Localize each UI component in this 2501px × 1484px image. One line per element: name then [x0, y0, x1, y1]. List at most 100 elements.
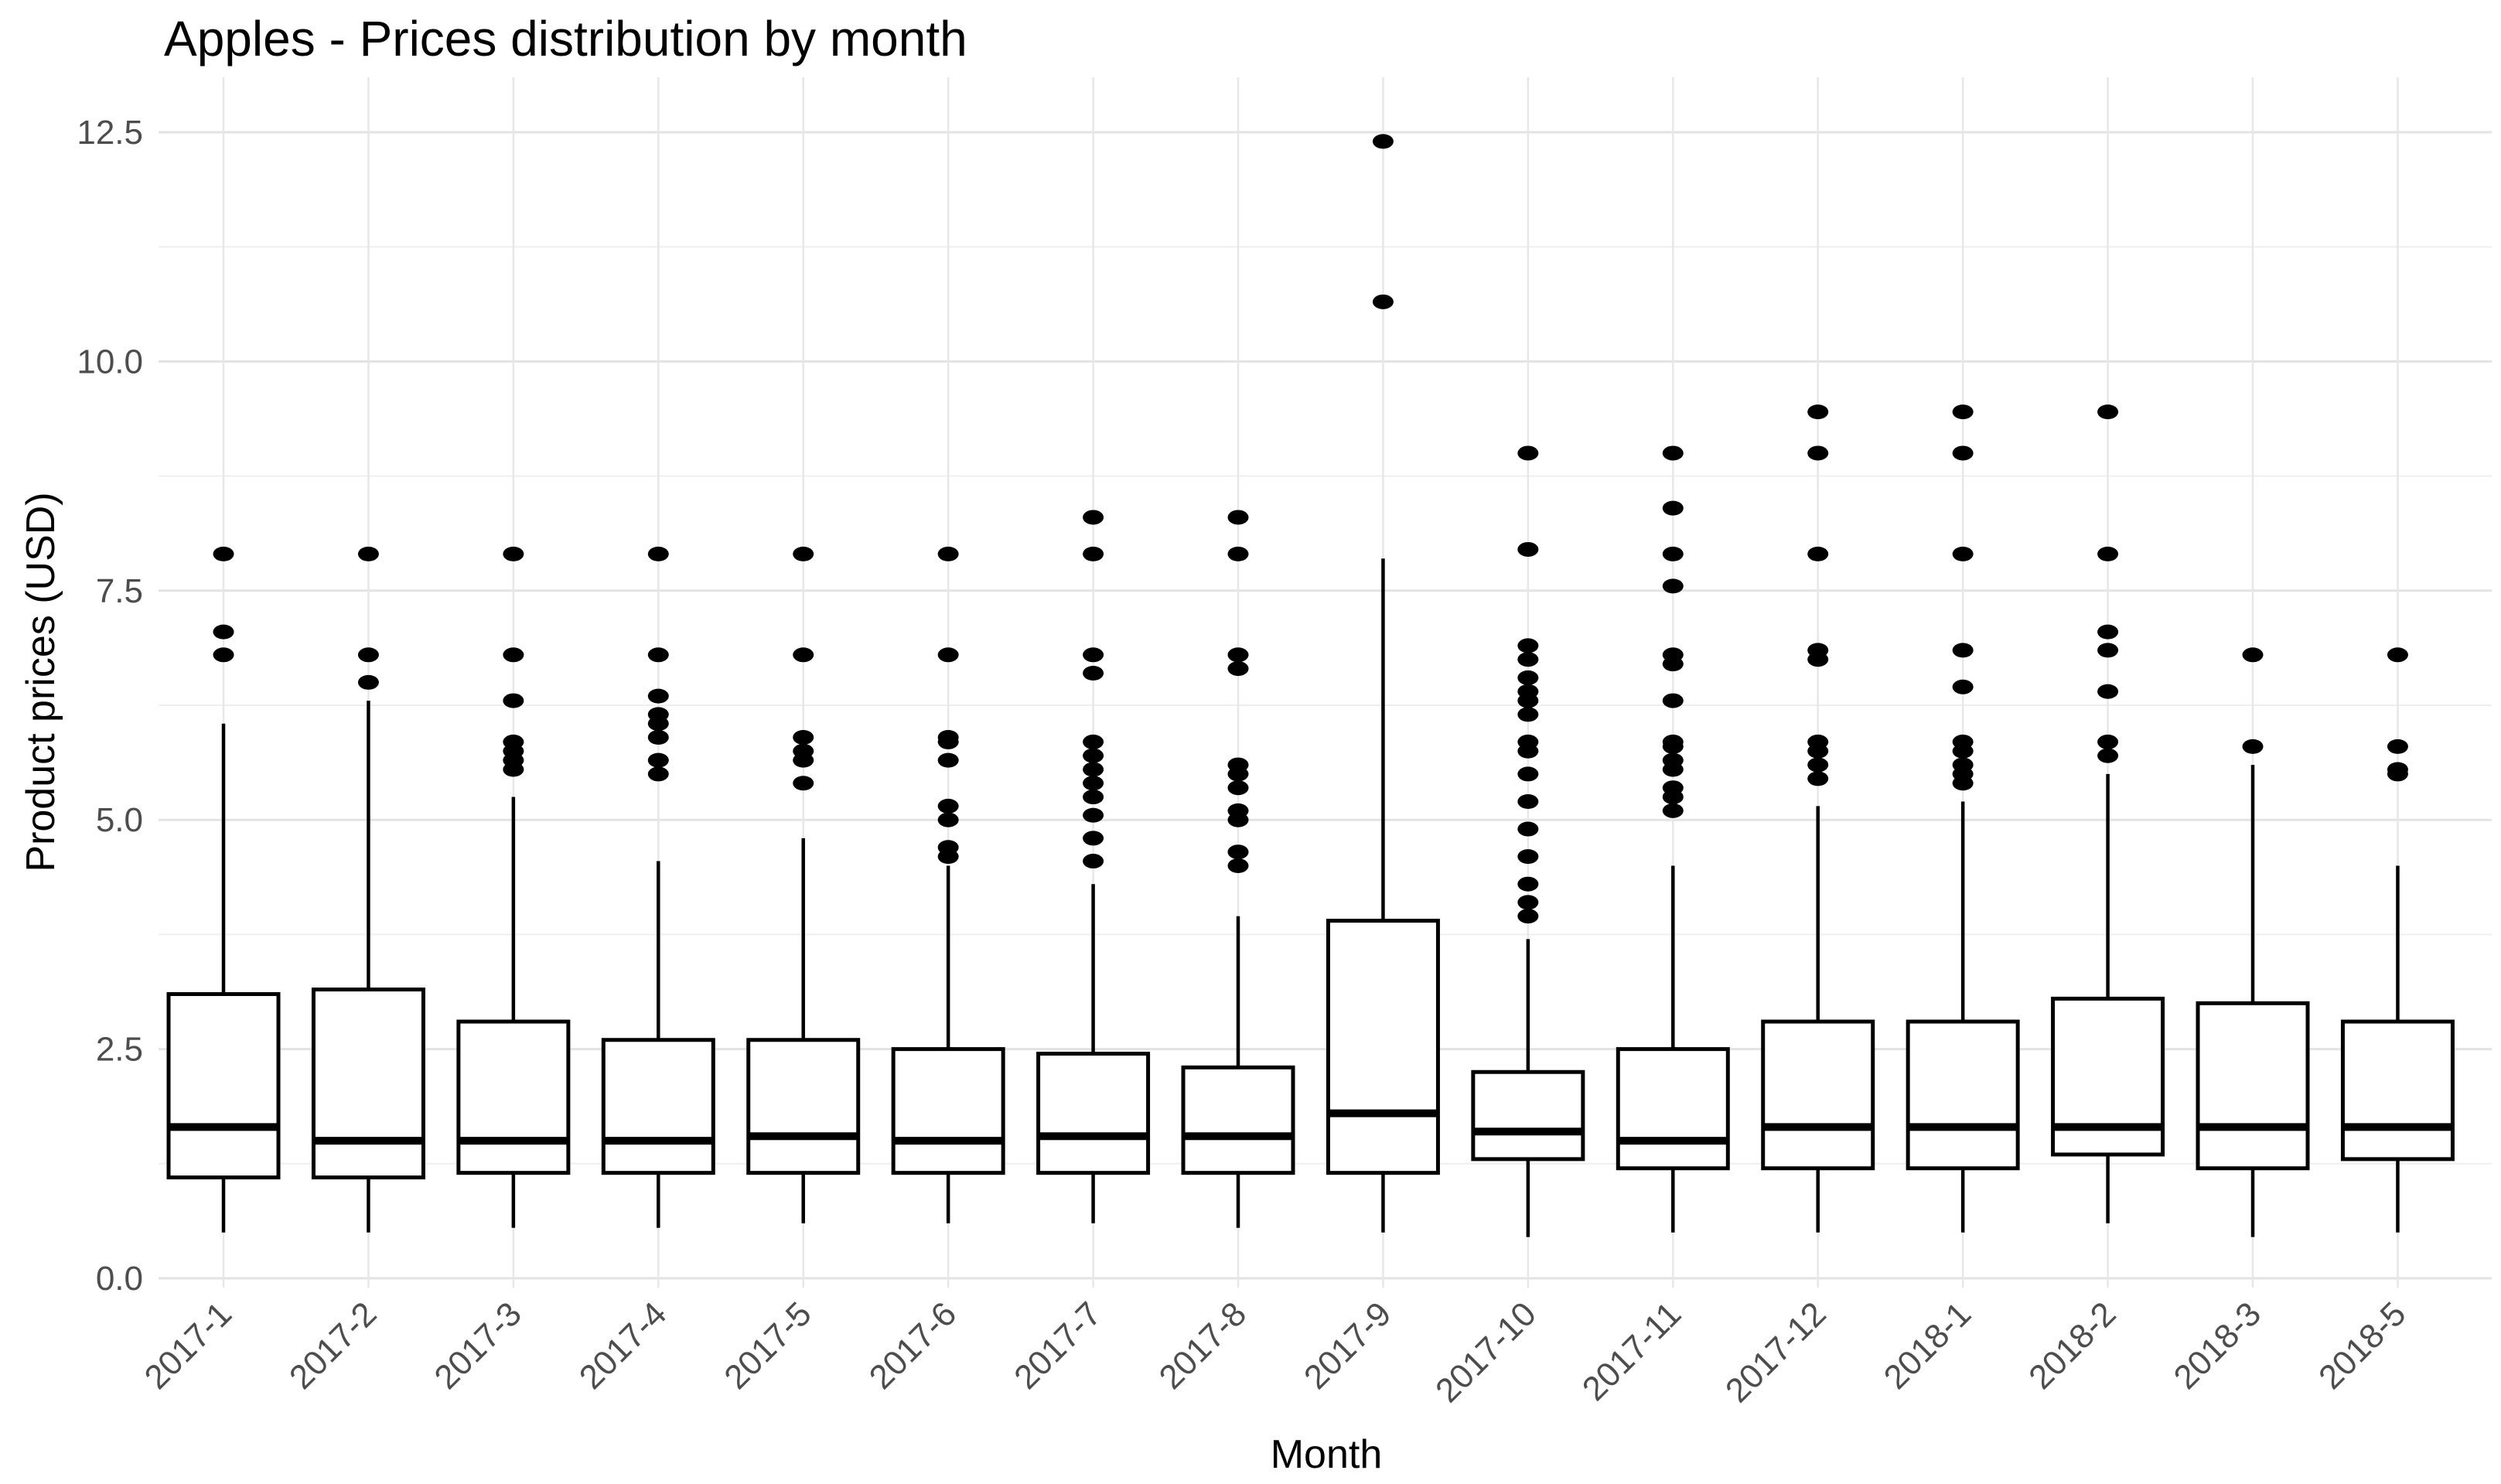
outlier-dot [1083, 647, 1104, 663]
x-tick-label: 2018-5 [2312, 1295, 2414, 1397]
outlier-dot [1372, 294, 1394, 309]
outlier-dot [937, 729, 959, 745]
outlier-dot [1083, 510, 1104, 525]
outlier-dot [1662, 445, 1684, 461]
boxplot-2018-3 [2196, 647, 2310, 1237]
outlier-dot [1083, 748, 1104, 763]
outlier-dot [1807, 546, 1829, 561]
outlier-dot [1517, 670, 1539, 685]
iqr-box [2196, 1001, 2310, 1171]
outlier-dot [2097, 684, 2119, 699]
outlier-dot [1517, 652, 1539, 667]
iqr-box [456, 1019, 571, 1175]
outlier-dot [213, 647, 234, 663]
outlier-dot [1083, 666, 1104, 681]
x-tick-label: 2017-11 [1575, 1295, 1689, 1408]
outlier-dot [2387, 762, 2408, 777]
outlier-dot [1952, 734, 1974, 749]
x-tick-label: 2017-3 [427, 1295, 529, 1397]
boxplot-2018-5 [2340, 647, 2455, 1233]
outlier-dot [1517, 638, 1539, 653]
outlier-dot [647, 647, 669, 663]
outlier-dot [937, 546, 959, 561]
outlier-dot [1662, 500, 1684, 516]
y-tick-label: 7.5 [96, 572, 143, 610]
outlier-dot [2242, 647, 2264, 663]
y-tick-label: 0.0 [96, 1260, 143, 1298]
outlier-dot [1662, 647, 1684, 663]
iqr-box [1326, 919, 1440, 1175]
boxplot-2017-3 [456, 546, 571, 1228]
outlier-dot [1662, 693, 1684, 708]
iqr-box [601, 1038, 715, 1175]
boxplot-2017-9 [1326, 134, 1440, 1233]
outlier-dot [1083, 790, 1104, 805]
outlier-dot [1083, 734, 1104, 749]
outlier-dot [2242, 739, 2264, 754]
outlier-dot [2097, 404, 2119, 420]
x-tick-label: 2018-1 [1877, 1295, 1979, 1397]
outlier-dot [1662, 578, 1684, 594]
iqr-box [1906, 1019, 2020, 1171]
outlier-dot [1083, 546, 1104, 561]
outlier-dot [1662, 780, 1684, 796]
outlier-dot [357, 674, 379, 690]
outlier-dot [937, 752, 959, 768]
outlier-dot [1517, 793, 1539, 809]
outlier-dot [647, 688, 669, 704]
outlier-dot [1227, 844, 1249, 860]
outlier-dot [2097, 748, 2119, 763]
x-tick-label: 2017-10 [1428, 1295, 1544, 1410]
outlier-dot [2097, 624, 2119, 640]
outlier-dot [1517, 876, 1539, 892]
boxplot-2017-8 [1181, 510, 1295, 1228]
outlier-dot [1662, 546, 1684, 561]
outlier-dot [1517, 734, 1539, 749]
outlier-dot [1807, 757, 1829, 773]
x-tick-label: 2017-6 [862, 1295, 964, 1397]
outlier-dot [1227, 858, 1249, 873]
boxplot-2017-12 [1761, 404, 1875, 1233]
outlier-dot [1227, 803, 1249, 818]
iqr-box [2340, 1019, 2455, 1162]
iqr-box [1471, 1070, 1585, 1162]
outlier-dot [937, 840, 959, 855]
outlier-dot [1227, 757, 1249, 773]
boxplot-2018-1 [1906, 404, 2020, 1233]
outlier-dot [503, 647, 524, 663]
iqr-box [2051, 996, 2165, 1157]
iqr-box [1036, 1052, 1151, 1175]
y-tick-label: 10.0 [77, 343, 143, 380]
iqr-box [1761, 1019, 1875, 1171]
boxplot-2017-10 [1471, 445, 1585, 1237]
outlier-dot [2387, 647, 2408, 663]
outlier-dot [503, 734, 524, 749]
outlier-dot [647, 546, 669, 561]
outlier-dot [1662, 734, 1684, 749]
outlier-dot [213, 624, 234, 640]
y-tick-label: 12.5 [77, 114, 143, 152]
outlier-dot [2097, 546, 2119, 561]
x-tick-label: 2017-2 [282, 1295, 384, 1397]
outlier-dot [357, 647, 379, 663]
boxplot-2017-11 [1616, 445, 1730, 1233]
outlier-dot [1807, 445, 1829, 461]
iqr-box [1616, 1047, 1730, 1171]
outlier-dot [937, 798, 959, 814]
chart-title: Apples - Prices distribution by month [164, 11, 967, 67]
outlier-dot [1662, 752, 1684, 768]
y-axis-title: Product prices (USD) [19, 492, 63, 872]
outlier-dot [1083, 807, 1104, 823]
x-axis-title: Month [1271, 1432, 1383, 1477]
y-tick-label: 2.5 [96, 1031, 143, 1069]
outlier-dot [1372, 134, 1394, 149]
boxplot-2017-7 [1036, 510, 1151, 1223]
boxplot-2018-2 [2051, 404, 2165, 1223]
boxplot-2017-6 [891, 546, 1005, 1223]
iqr-box [311, 988, 425, 1180]
outlier-dot [213, 546, 234, 561]
outlier-dot [357, 546, 379, 561]
outlier-dot [1517, 707, 1539, 722]
outlier-dot [1517, 541, 1539, 557]
outlier-dot [1227, 647, 1249, 663]
